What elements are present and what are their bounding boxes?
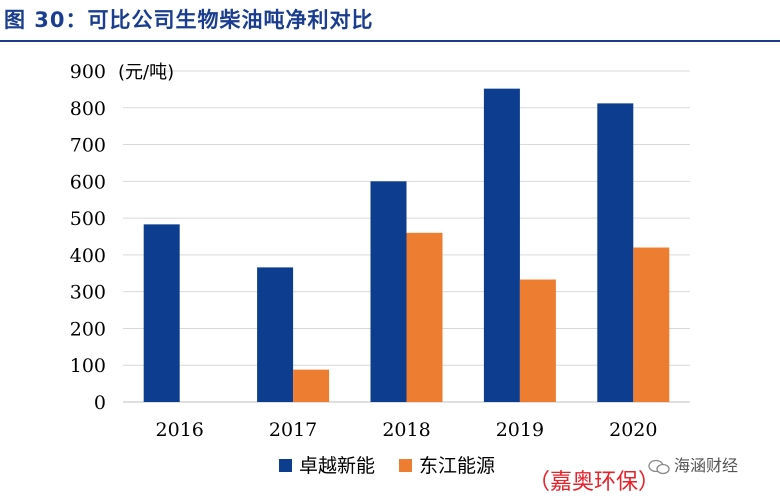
y-unit-label: (元/吨) bbox=[118, 62, 174, 83]
y-tick-label: 0 bbox=[94, 392, 106, 414]
bar-series1 bbox=[371, 181, 407, 402]
bar-series2 bbox=[520, 280, 556, 402]
x-tick-label: 2020 bbox=[609, 419, 657, 441]
legend-label: 东江能源 bbox=[419, 455, 495, 477]
y-tick-label: 300 bbox=[70, 282, 106, 304]
y-tick-label: 400 bbox=[70, 245, 106, 267]
y-tick-label: 100 bbox=[70, 355, 106, 377]
bar-series1 bbox=[257, 267, 293, 402]
chat-bubble-icon bbox=[648, 459, 670, 475]
bar-series1 bbox=[484, 89, 520, 402]
x-tick-label: 2016 bbox=[156, 419, 204, 441]
legend-swatch bbox=[399, 459, 412, 472]
y-tick-label: 500 bbox=[70, 208, 106, 230]
bar-series2 bbox=[407, 233, 443, 402]
bar-series1 bbox=[144, 224, 180, 402]
bar-series2 bbox=[633, 248, 669, 402]
watermark-text: 海涵财经 bbox=[674, 456, 738, 475]
y-tick-label: 700 bbox=[70, 135, 106, 157]
bar-series1 bbox=[597, 103, 633, 402]
y-tick-label: 800 bbox=[70, 98, 106, 120]
y-tick-label: 200 bbox=[70, 318, 106, 340]
title-bar: 图 30：可比公司生物柴油吨净利对比 bbox=[0, 0, 780, 42]
x-tick-label: 2017 bbox=[269, 419, 317, 441]
legend-label: 卓越新能 bbox=[299, 455, 375, 477]
bar-series2 bbox=[293, 370, 329, 402]
source-note: （嘉奥环保） bbox=[528, 464, 660, 496]
y-tick-label: 600 bbox=[70, 171, 106, 193]
watermark: 海涵财经 bbox=[648, 452, 738, 476]
x-tick-label: 2019 bbox=[496, 419, 544, 441]
bar-chart: 0 100 200 300 400 500 600 700 800 900 (元/吨) 2016 201… bbox=[0, 42, 780, 497]
chart-title: 图 30：可比公司生物柴油吨净利对比 bbox=[4, 4, 374, 34]
legend-swatch bbox=[279, 459, 292, 472]
x-tick-label: 2018 bbox=[382, 419, 430, 441]
y-tick-label: 900 bbox=[70, 61, 106, 83]
